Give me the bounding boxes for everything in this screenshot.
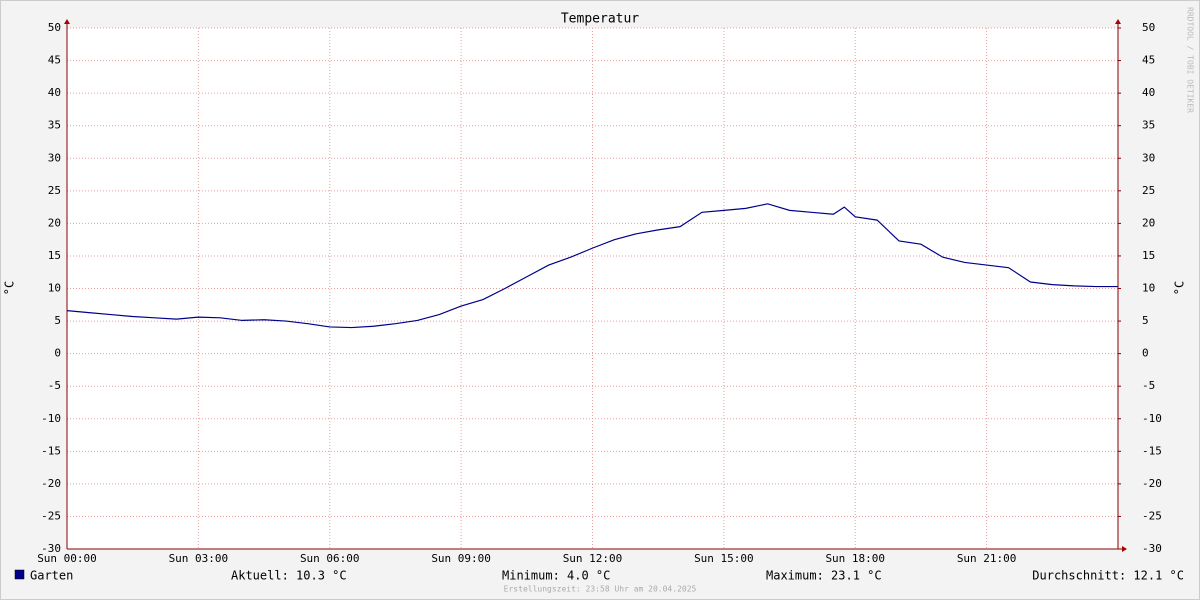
legend-swatch <box>14 569 25 580</box>
stat-minimum: Minimum: 4.0 °C <box>502 569 610 583</box>
y2-tick-label: 25 <box>1142 184 1155 197</box>
y2-tick-label: 10 <box>1142 282 1155 295</box>
line <box>66 203 1118 329</box>
watermark: RRDTOOL / TOBI OETIKER <box>1186 7 1195 113</box>
y-tick-label: 10 <box>48 282 61 295</box>
arrow <box>1115 19 1121 24</box>
y-axis-label: °C <box>3 281 17 295</box>
y-tick-label: 40 <box>48 86 61 99</box>
stat-current: Aktuell: 10.3 °C <box>231 569 347 583</box>
y-tick-label: -20 <box>41 477 61 490</box>
y2-tick-label: 40 <box>1142 86 1155 99</box>
y-tick-label: -5 <box>48 379 61 392</box>
y-tick-label: 30 <box>48 151 61 164</box>
arrow <box>1122 546 1127 552</box>
stat-average: Durchschnitt: 12.1 °C <box>1032 569 1184 583</box>
arrow <box>64 19 70 24</box>
y2-tick-label: 15 <box>1142 249 1155 262</box>
y-tick-label: -10 <box>41 412 61 425</box>
chart-title: Temperatur <box>561 12 639 27</box>
x-tick-label: Sun 06:00 <box>300 552 360 565</box>
x-tick-label: Sun 18:00 <box>825 552 885 565</box>
y2-tick-label: -25 <box>1142 509 1162 522</box>
y-tick-label: 25 <box>48 184 61 197</box>
y2-tick-label: 50 <box>1142 21 1155 34</box>
y2-tick-label: 30 <box>1142 151 1155 164</box>
y2-tick-label: 45 <box>1142 54 1155 67</box>
y2-tick-label: 5 <box>1142 314 1149 327</box>
y2-tick-label: -20 <box>1142 477 1162 490</box>
y-tick-label: 20 <box>48 216 61 229</box>
legend-label: Garten <box>30 569 73 583</box>
y2-tick-label: 35 <box>1142 119 1155 132</box>
y2-axis-label: °C <box>1173 281 1187 295</box>
y2-tick-label: 0 <box>1142 347 1149 360</box>
y-tick-label: 5 <box>54 314 61 327</box>
y-tick-label: 15 <box>48 249 61 262</box>
y-tick-label: -15 <box>41 444 61 457</box>
x-tick-label: Sun 03:00 <box>169 552 229 565</box>
y2-tick-label: -30 <box>1142 542 1162 555</box>
x-tick-label: Sun 12:00 <box>563 552 623 565</box>
stat-maximum: Maximum: 23.1 °C <box>766 569 882 583</box>
x-tick-label: Sun 21:00 <box>957 552 1017 565</box>
x-tick-label: Sun 00:00 <box>37 552 97 565</box>
y2-tick-label: -15 <box>1142 444 1162 457</box>
y2-tick-label: -10 <box>1142 412 1162 425</box>
x-tick-label: Sun 09:00 <box>431 552 491 565</box>
x-tick-label: Sun 15:00 <box>694 552 754 565</box>
footer: Erstellungszeit: 23:58 Uhr am 20.04.2025 <box>504 585 697 594</box>
y-tick-label: 35 <box>48 119 61 132</box>
y2-tick-label: -5 <box>1142 379 1155 392</box>
y-tick-label: -30 <box>41 542 61 555</box>
y-tick-label: -25 <box>41 509 61 522</box>
y2-tick-label: 20 <box>1142 216 1155 229</box>
y-tick-label: 45 <box>48 54 61 67</box>
y-tick-label: 50 <box>48 21 61 34</box>
y-tick-label: 0 <box>54 347 61 360</box>
